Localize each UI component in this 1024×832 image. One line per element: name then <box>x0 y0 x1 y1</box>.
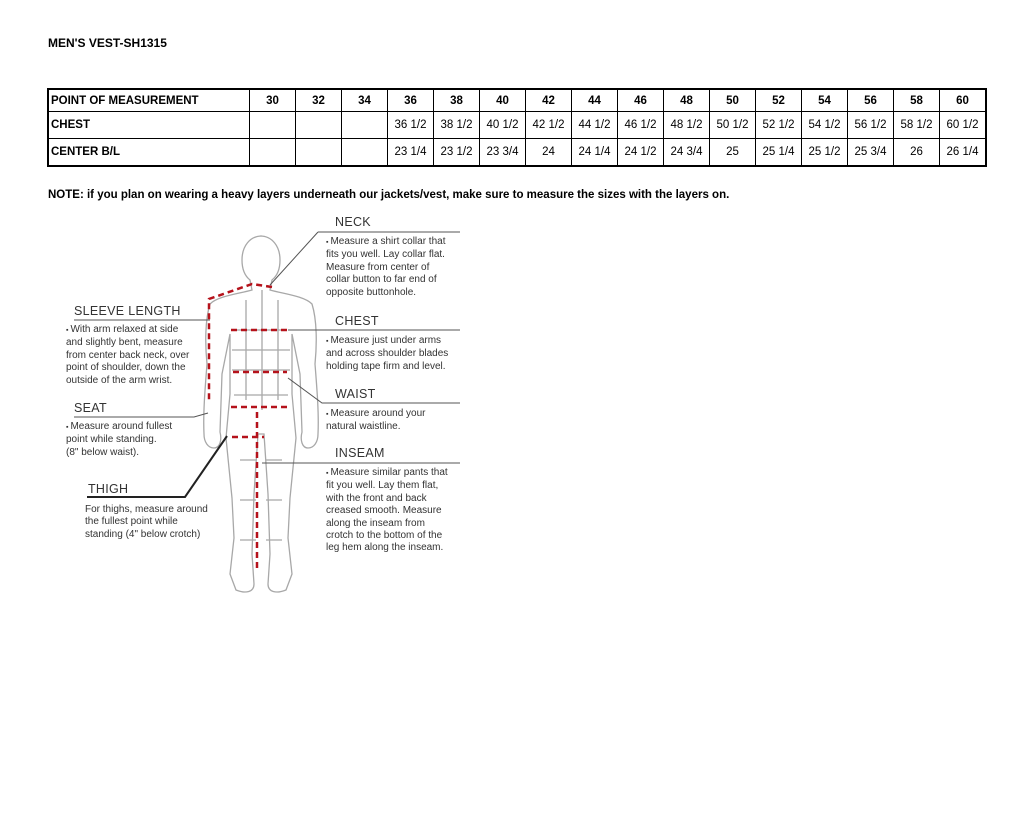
row-label-cell: POINT OF MEASUREMENT <box>47 88 250 112</box>
table-cell <box>341 138 388 167</box>
table-cell <box>341 111 388 139</box>
table-cell <box>295 111 342 139</box>
page-title: MEN'S VEST-SH1315 <box>48 36 167 50</box>
table-cell: 40 <box>479 88 526 112</box>
neck-heading: NECK <box>335 215 371 229</box>
table-cell: 52 1/2 <box>755 111 802 139</box>
inseam-heading: INSEAM <box>335 446 385 460</box>
table-cell: 54 1/2 <box>801 111 848 139</box>
table-cell: 26 <box>893 138 940 167</box>
table-cell: 38 1/2 <box>433 111 480 139</box>
table-cell: 40 1/2 <box>479 111 526 139</box>
table-cell: 56 1/2 <box>847 111 894 139</box>
table-cell: 36 <box>387 88 434 112</box>
row-label-cell: CHEST <box>47 111 250 139</box>
table-cell: 24 1/2 <box>617 138 664 167</box>
seat-text: Measure around fullest point while stand… <box>66 421 172 459</box>
measurement-lines <box>207 282 290 572</box>
waist-text: Measure around your natural waistline. <box>326 408 426 434</box>
table-cell: 60 1/2 <box>939 111 987 139</box>
table-cell: 25 3/4 <box>847 138 894 167</box>
table-cell: 24 1/4 <box>571 138 618 167</box>
row-label-cell: CENTER B/L <box>47 138 250 167</box>
body-outline <box>203 235 319 593</box>
callout-lines <box>74 231 460 464</box>
chest-text: Measure just under arms and across shoul… <box>326 335 448 373</box>
table-row: CHEST 36 1/2 38 1/2 40 1/2 42 1/2 44 1/2 46 1/… <box>47 111 987 139</box>
chest-heading: CHEST <box>335 314 379 328</box>
table-cell: 36 1/2 <box>387 111 434 139</box>
thigh-text: For thighs, measure around the fullest p… <box>85 504 208 540</box>
table-cell: 44 1/2 <box>571 111 618 139</box>
waist-heading: WAIST <box>335 387 376 401</box>
table-cell: 24 3/4 <box>663 138 710 167</box>
table-cell: 50 1/2 <box>709 111 756 139</box>
table-cell: 58 1/2 <box>893 111 940 139</box>
table-cell: 42 1/2 <box>525 111 572 139</box>
table-row: CENTER B/L 23 1/4 23 1/2 23 3/4 24 24 1/4 24 1… <box>47 138 987 167</box>
table-cell: 23 3/4 <box>479 138 526 167</box>
sleeve-length-heading: SLEEVE LENGTH <box>74 304 181 318</box>
table-cell: 46 1/2 <box>617 111 664 139</box>
thigh-callout-line <box>87 435 228 498</box>
table-cell: 50 <box>709 88 756 112</box>
neck-text: Measure a shirt collar that fits you wel… <box>326 236 446 299</box>
thigh-heading: THIGH <box>88 482 129 496</box>
seat-heading: SEAT <box>74 401 107 415</box>
table-header-row: POINT OF MEASUREMENT 30 32 34 36 38 40 42 44 46 48… <box>47 88 987 112</box>
size-table: POINT OF MEASUREMENT 30 32 34 36 38 40 42 44 46 48… <box>47 88 987 167</box>
table-cell: 26 1/4 <box>939 138 987 167</box>
inseam-text: Measure similar pants that fit you well.… <box>326 467 448 555</box>
note-text: NOTE: if you plan on wearing a heavy lay… <box>48 189 730 201</box>
table-cell: 25 1/2 <box>801 138 848 167</box>
sleeve-length-text: With arm relaxed at side and slightly be… <box>66 324 189 387</box>
